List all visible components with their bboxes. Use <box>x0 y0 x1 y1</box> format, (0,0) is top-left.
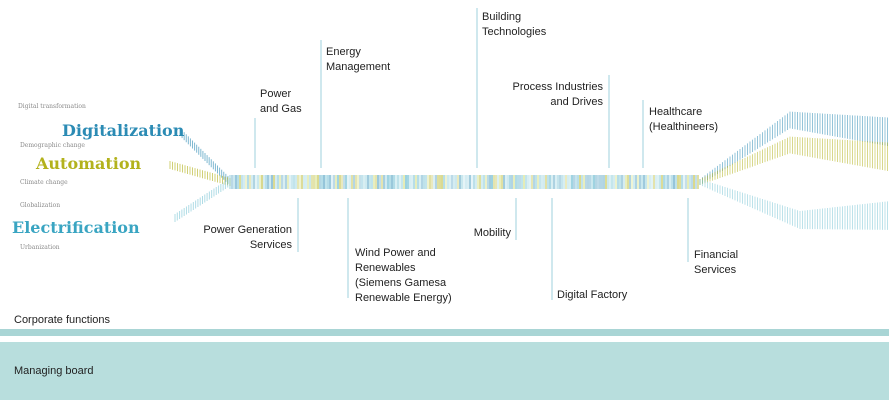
corporate-functions: Corporate functions <box>14 314 110 326</box>
trend: Urbanization <box>20 244 60 251</box>
division: Mobility <box>474 227 512 239</box>
field: Electrification <box>12 218 140 237</box>
division: Digital Factory <box>557 289 628 301</box>
stripes <box>170 112 888 230</box>
trend: Climate change <box>20 179 68 186</box>
corporate-bar <box>0 329 889 336</box>
managing-board-box <box>0 342 889 400</box>
siemens-structure: Digital transformation Digitalization De… <box>0 0 889 400</box>
field: Digitalization <box>62 121 185 140</box>
division: Healthcare(Healthineers) <box>649 106 718 133</box>
trend: Globalization <box>20 202 60 209</box>
trend: Digital transformation <box>18 103 86 110</box>
managing-board: Managing board <box>14 365 94 377</box>
field: Automation <box>35 154 142 173</box>
trend: Demographic change <box>20 142 85 149</box>
